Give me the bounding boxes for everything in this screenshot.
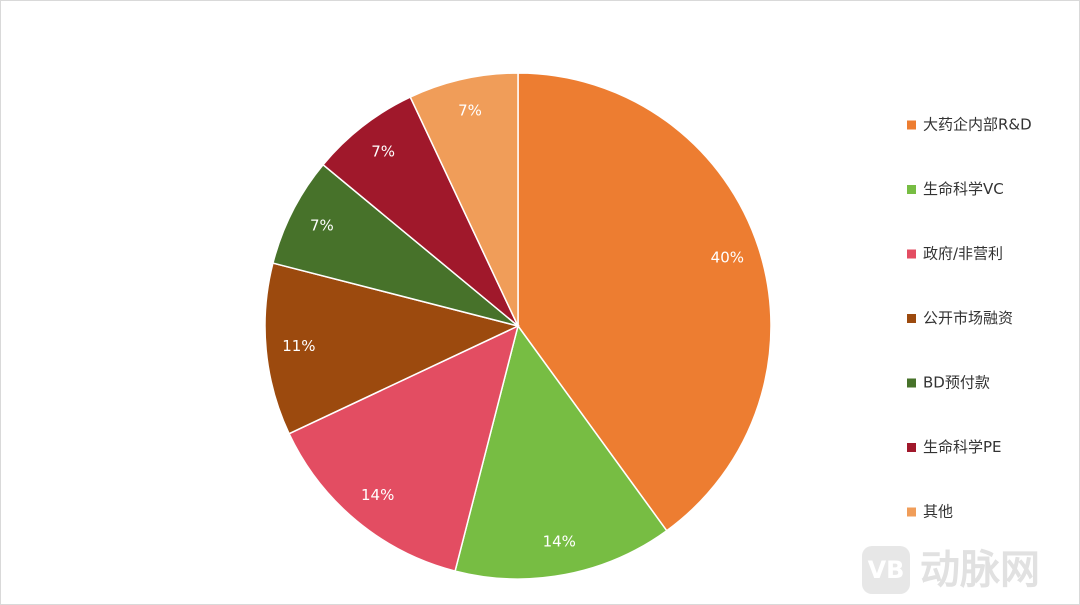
legend-swatch	[907, 314, 916, 323]
legend-swatch	[907, 507, 916, 517]
watermark-text: 动脉网	[920, 547, 1040, 593]
pie-slice	[272, 163, 519, 327]
pie-slice	[409, 72, 519, 327]
pie-slice	[322, 96, 519, 327]
legend-label: 政府/非营利	[923, 245, 1003, 263]
legend-label: 其他	[923, 503, 953, 521]
legend-label: 公开市场融资	[923, 309, 1013, 327]
data-label: 7%	[458, 102, 482, 120]
data-label: 7%	[310, 217, 334, 235]
data-label: 7%	[371, 143, 395, 161]
pie-slice	[517, 72, 772, 532]
legend-swatch	[907, 249, 916, 259]
pie-slice	[264, 262, 521, 435]
pie-slice	[454, 324, 668, 580]
legend-label: 大药企内部R&D	[923, 116, 1032, 134]
legend-swatch	[907, 120, 916, 130]
watermark-logo-box	[862, 546, 910, 594]
watermark-logo: VB	[868, 556, 905, 584]
data-label: 40%	[711, 248, 744, 266]
pie-slice	[288, 324, 520, 572]
data-label: 14%	[361, 486, 394, 504]
legend-label: 生命科学VC	[923, 180, 1004, 198]
data-label: 14%	[543, 533, 576, 551]
legend-swatch	[907, 378, 916, 388]
data-label: 11%	[282, 337, 315, 355]
watermark: VB 动脉网	[862, 546, 1040, 594]
legend-label: 生命科学PE	[923, 438, 1002, 456]
legend-swatch	[907, 443, 916, 452]
legend-swatch	[907, 185, 916, 194]
legend-label: BD预付款	[923, 374, 990, 392]
